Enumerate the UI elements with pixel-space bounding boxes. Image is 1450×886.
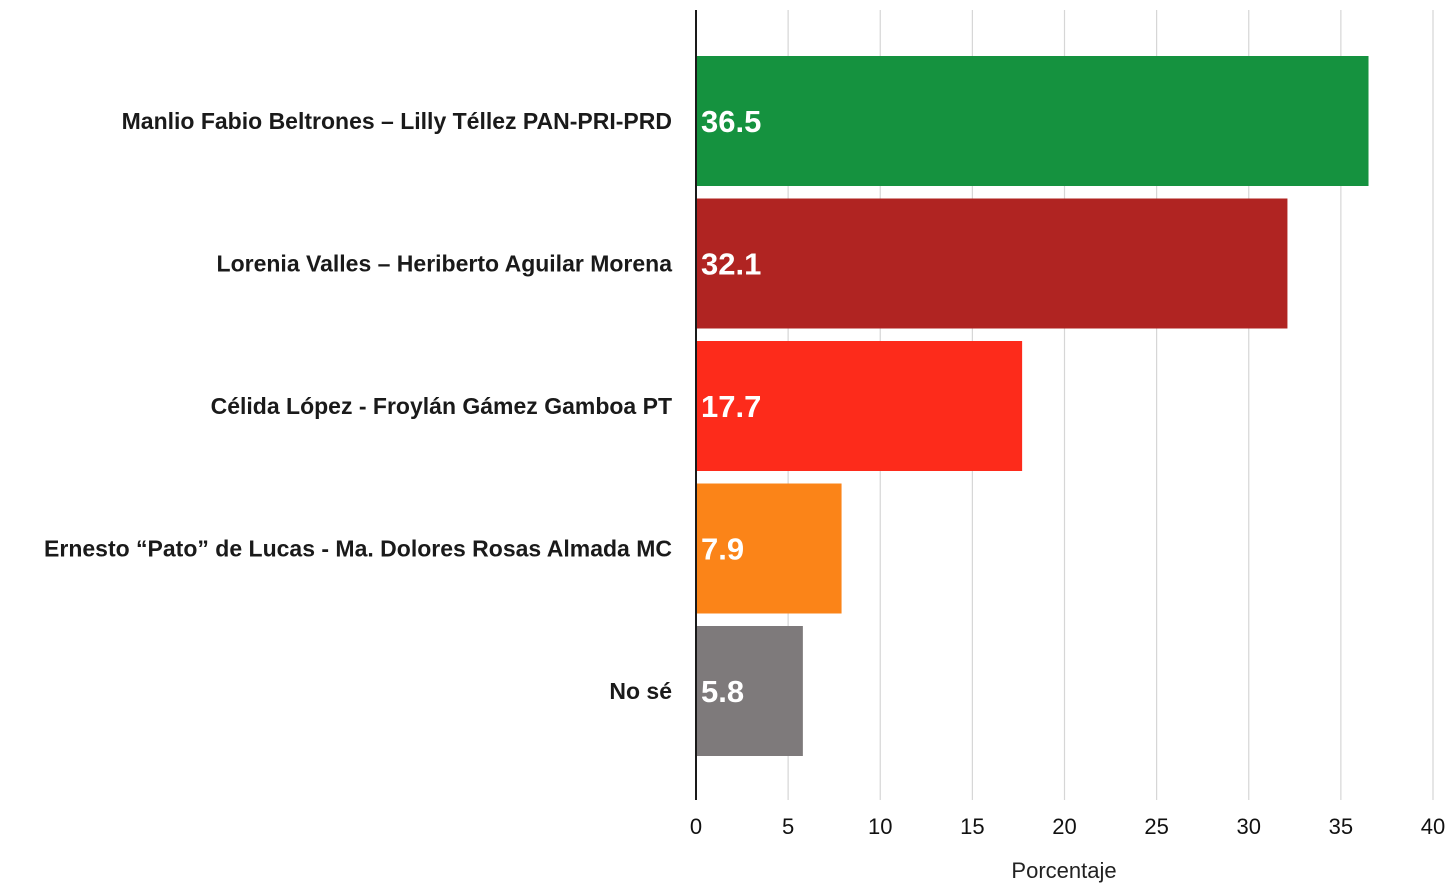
category-label-3: Célida López - Froylán Gámez Gamboa PT (211, 393, 672, 419)
x-axis-title: Porcentaje (1011, 858, 1116, 883)
x-tick-label-5: 5 (782, 814, 794, 839)
category-labels: Manlio Fabio Beltrones – Lilly Téllez PA… (44, 108, 672, 704)
value-label-1: 36.5 (701, 104, 761, 139)
category-label-4: Ernesto “Pato” de Lucas - Ma. Dolores Ro… (44, 536, 672, 562)
bars (696, 56, 1369, 756)
bar-2 (696, 198, 1288, 329)
x-tick-label-0: 0 (690, 814, 702, 839)
category-label-2: Lorenia Valles – Heriberto Aguilar Moren… (217, 251, 673, 277)
x-tick-label-35: 35 (1329, 814, 1353, 839)
x-tick-label-10: 10 (868, 814, 892, 839)
value-label-5: 5.8 (701, 674, 744, 709)
bar-4 (696, 483, 842, 614)
x-tick-label-30: 30 (1237, 814, 1261, 839)
value-label-3: 17.7 (701, 389, 761, 424)
category-label-1: Manlio Fabio Beltrones – Lilly Téllez PA… (122, 108, 672, 134)
x-tick-label-25: 25 (1144, 814, 1168, 839)
bar-3 (696, 341, 1023, 471)
bar-1 (696, 56, 1369, 186)
category-label-5: No sé (609, 678, 672, 704)
x-tick-label-40: 40 (1421, 814, 1445, 839)
x-tick-label-15: 15 (960, 814, 984, 839)
value-label-4: 7.9 (701, 532, 744, 567)
x-tick-labels: 0 5 10 15 20 25 30 35 40 (690, 814, 1445, 839)
bar-5 (696, 626, 803, 756)
value-labels: 36.5 32.1 17.7 7.9 5.8 (701, 104, 761, 709)
x-tick-label-20: 20 (1052, 814, 1076, 839)
value-label-2: 32.1 (701, 247, 761, 282)
